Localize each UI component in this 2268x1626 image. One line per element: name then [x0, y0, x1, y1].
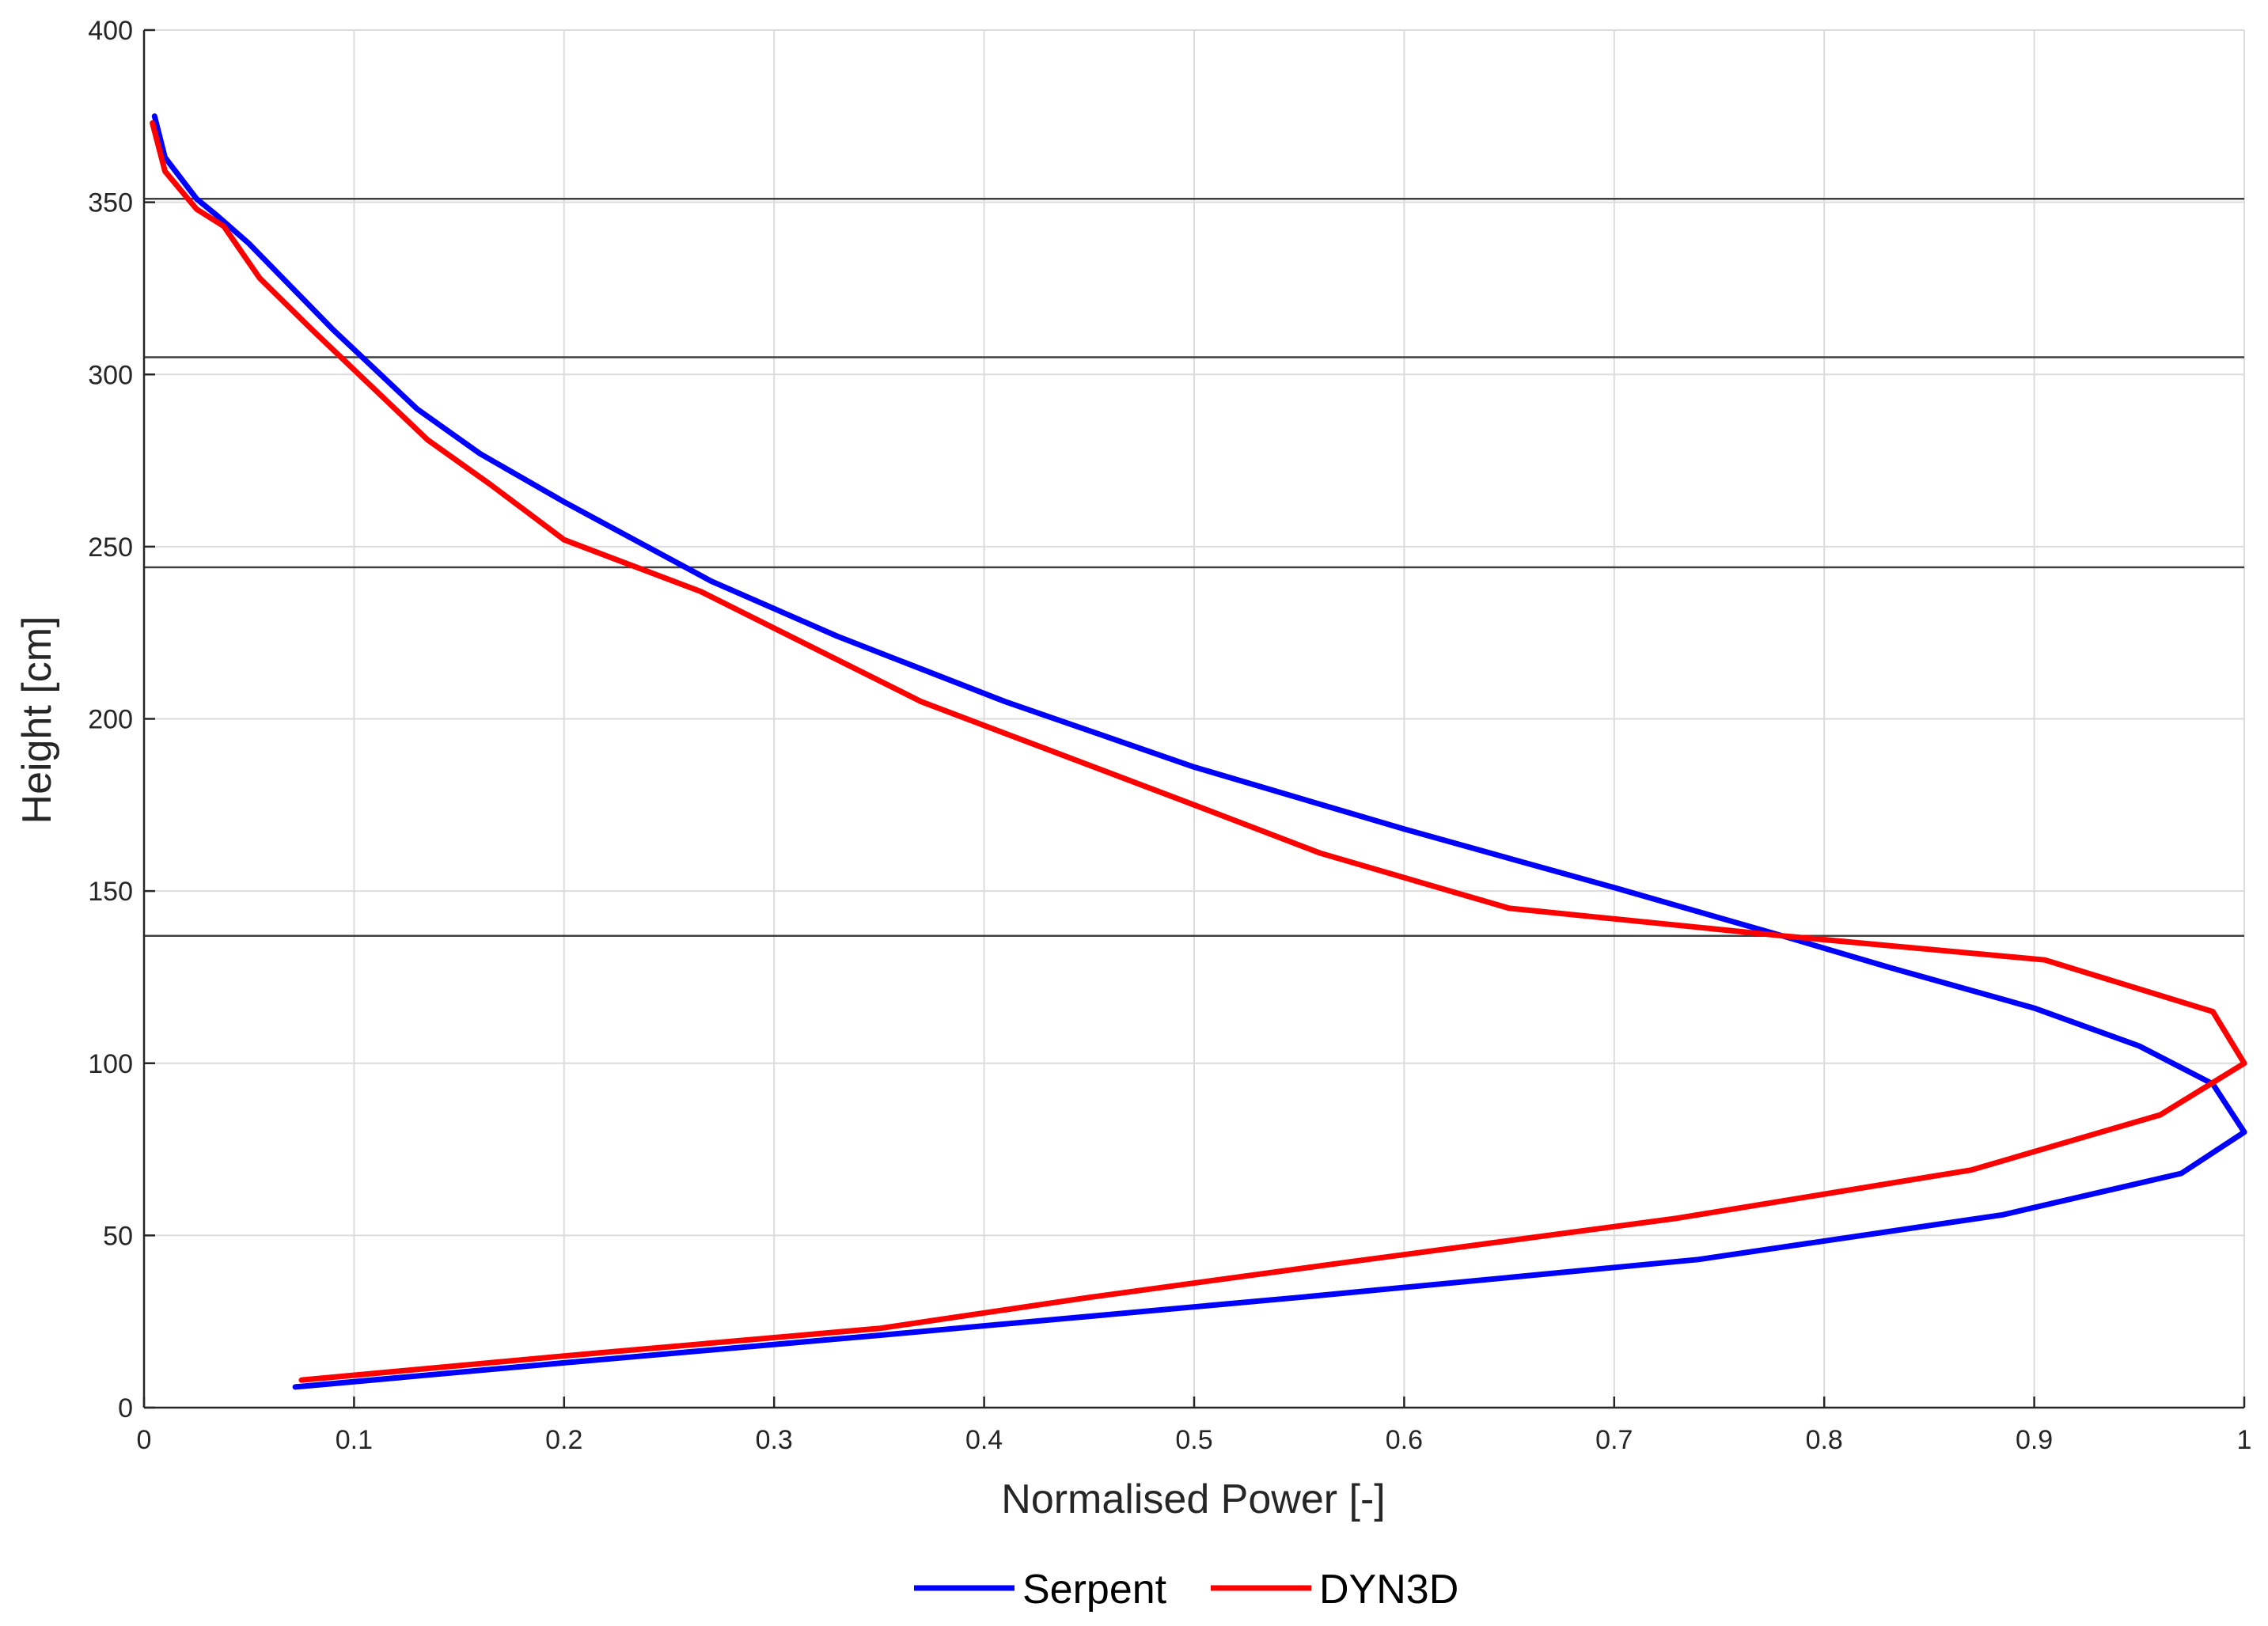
legend-label-dyn3d: DYN3D — [1319, 1567, 1458, 1613]
reference-lines — [144, 198, 2244, 937]
y-axis-label: Height [cm] — [14, 616, 60, 824]
x-tick-label: 1 — [2237, 1425, 2252, 1455]
x-tick-label: 0.9 — [2016, 1425, 2053, 1455]
x-tick-label: 0.3 — [756, 1425, 793, 1455]
axes — [142, 28, 2246, 1409]
x-tick-label: 0.8 — [1806, 1425, 1843, 1455]
y-tick-label: 200 — [88, 705, 133, 735]
y-tick-label: 350 — [88, 188, 133, 218]
series-lines — [150, 113, 2247, 1390]
y-tick-label: 300 — [88, 360, 133, 390]
legend-label-serpent: Serpent — [1022, 1567, 1167, 1613]
x-tick-label: 0.6 — [1386, 1425, 1423, 1455]
x-tick-label: 0 — [137, 1425, 152, 1455]
y-tick-label: 400 — [88, 16, 133, 46]
y-tick-label: 100 — [88, 1049, 133, 1079]
y-tick-label: 150 — [88, 877, 133, 907]
x-tick-label: 0.5 — [1175, 1425, 1212, 1455]
y-tick-label: 0 — [118, 1393, 133, 1423]
x-tick-label: 0.1 — [336, 1425, 373, 1455]
series-line-serpent — [151, 113, 2247, 1390]
grid — [143, 29, 2245, 1408]
series-line-dyn3d — [150, 120, 2247, 1383]
x-tick-label: 0.7 — [1595, 1425, 1633, 1455]
x-axis-label: Normalised Power [-] — [1001, 1476, 1385, 1522]
y-tick-label: 50 — [103, 1221, 133, 1251]
x-tick-label: 0.2 — [545, 1425, 582, 1455]
y-tick-label: 250 — [88, 533, 133, 563]
tick-labels: 0 0.1 0.2 0.3 0.4 0.5 0.6 0.7 0.8 0.9 1 0 50 100 150 20… — [88, 16, 2251, 1455]
legend: Serpent DYN3D — [914, 1567, 1458, 1613]
x-tick-label: 0.4 — [965, 1425, 1003, 1455]
